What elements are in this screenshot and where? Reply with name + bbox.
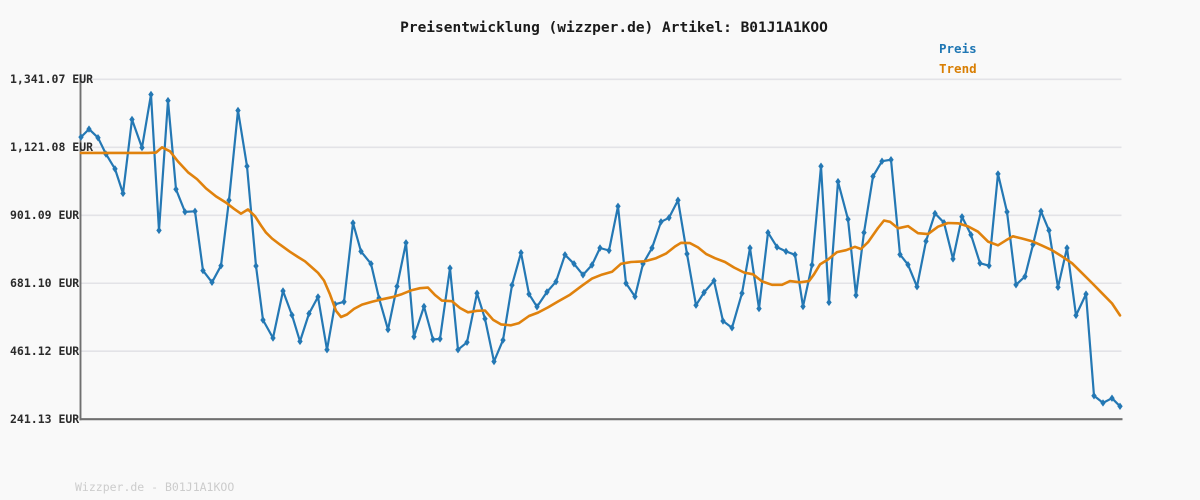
y-tick-label: 1,341.07 EUR bbox=[10, 72, 94, 87]
y-tick-label: 461.12 EUR bbox=[10, 344, 80, 359]
legend-item-trend: Trend bbox=[939, 61, 977, 76]
legend-item-preis: Preis bbox=[939, 41, 977, 56]
y-tick-label: 901.09 EUR bbox=[10, 208, 80, 223]
chart-legend: Preis Trend bbox=[939, 39, 977, 79]
y-tick-label: 1,121.08 EUR bbox=[10, 140, 94, 155]
y-tick-label: 241.13 EUR bbox=[10, 412, 80, 427]
chart-title: Preisentwicklung (wizzper.de) Artikel: B… bbox=[400, 20, 828, 36]
trend-line bbox=[79, 146, 1122, 327]
price-markers bbox=[78, 90, 1123, 411]
watermark-text: Wizzper.de - B01J1A1KOO bbox=[75, 480, 235, 494]
y-tick-label: 681.10 EUR bbox=[10, 276, 80, 291]
